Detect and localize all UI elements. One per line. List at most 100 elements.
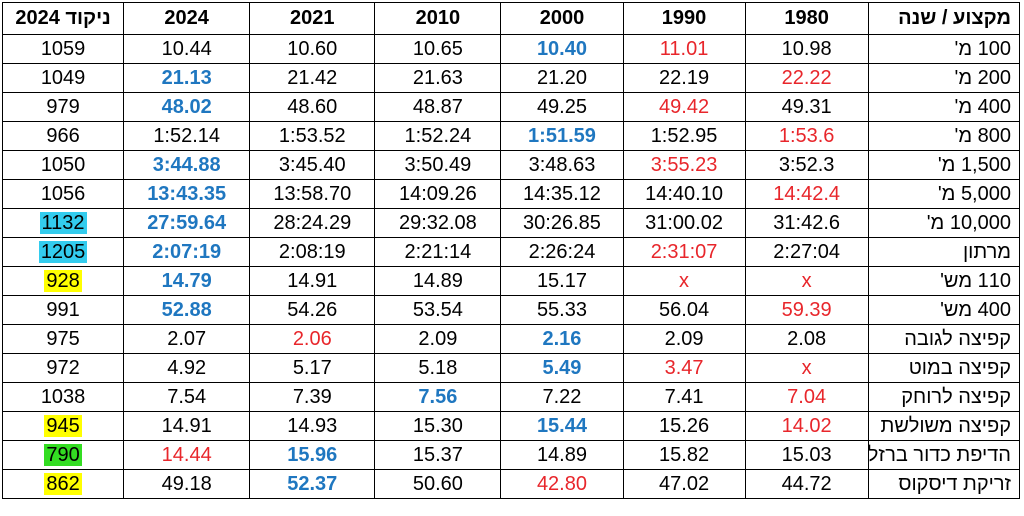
result-cell: 14:40.10 — [622, 179, 746, 209]
result-cell: 14.79 — [123, 266, 251, 296]
result-cell: 48.87 — [374, 92, 502, 122]
result-cell: 11.01 — [622, 34, 746, 64]
result-cell: 2.09 — [374, 324, 502, 354]
header-cell: 1980 — [744, 2, 869, 35]
result-cell: 1:53.6 — [744, 121, 869, 151]
result-cell: 7.39 — [249, 382, 376, 412]
result-cell: 7.54 — [123, 382, 251, 412]
result-cell: 3:55.23 — [622, 150, 746, 180]
result-cell: 55.33 — [500, 295, 624, 325]
score-cell: 928 — [1, 266, 125, 296]
result-cell: 22.22 — [744, 63, 869, 93]
result-cell: 31:42.6 — [744, 208, 869, 238]
result-cell: 5.18 — [374, 353, 502, 383]
result-cell: 30:26.85 — [500, 208, 624, 238]
score-cell: 966 — [1, 121, 125, 151]
result-cell: 2.06 — [249, 324, 376, 354]
score-cell: 1049 — [1, 63, 125, 93]
score-cell: 1056 — [1, 179, 125, 209]
result-cell: 1:52.24 — [374, 121, 502, 151]
score-value: 790 — [44, 443, 82, 466]
result-cell: 2.08 — [744, 324, 869, 354]
result-cell: 10.40 — [500, 34, 624, 64]
result-cell: 7.56 — [374, 382, 502, 412]
result-cell: 49.31 — [744, 92, 869, 122]
result-cell: x — [744, 353, 869, 383]
result-cell: 15.96 — [249, 440, 376, 470]
result-cell: 10.60 — [249, 34, 376, 64]
event-cell: 100 מ' — [867, 34, 1021, 64]
result-cell: 10.98 — [744, 34, 869, 64]
event-cell: קפיצה לרוחק — [867, 382, 1021, 412]
result-cell: 21.20 — [500, 63, 624, 93]
table-row: קפיצה במוט x 3.47 5.49 5.18 5.17 4.92 972 — [1, 353, 1021, 383]
header-cell: מקצוע / שנה — [867, 2, 1021, 35]
score-value: 1049 — [40, 66, 86, 89]
score-value: 975 — [46, 327, 80, 350]
header-cell: 1990 — [622, 2, 746, 35]
result-cell: 50.60 — [374, 469, 502, 499]
result-cell: 29:32.08 — [374, 208, 502, 238]
score-value: 972 — [46, 356, 80, 379]
header-cell: ניקוד 2024 — [1, 2, 125, 35]
result-cell: 2:31:07 — [622, 237, 746, 267]
table-body: 100 מ' 10.98 11.01 10.40 10.65 10.60 10.44 1059… — [1, 34, 1021, 499]
score-value: 1132 — [39, 211, 87, 234]
result-cell: 14.93 — [249, 411, 376, 441]
score-cell: 972 — [1, 353, 125, 383]
score-cell: 1050 — [1, 150, 125, 180]
result-cell: 1:51.59 — [500, 121, 624, 151]
event-cell: 5,000 מ' — [867, 179, 1021, 209]
event-cell: זריקת דיסקוס — [867, 469, 1021, 499]
result-cell: 3:44.88 — [123, 150, 251, 180]
table-row: קפיצה לרוחק 7.04 7.41 7.22 7.56 7.39 7.54 1038 — [1, 382, 1021, 412]
result-cell: 3.47 — [622, 353, 746, 383]
result-cell: 44.72 — [744, 469, 869, 499]
result-cell: 53.54 — [374, 295, 502, 325]
event-cell: 800 מ' — [867, 121, 1021, 151]
result-cell: 22.19 — [622, 63, 746, 93]
header-cell: 2021 — [249, 2, 376, 35]
result-cell: 15.03 — [744, 440, 869, 470]
result-cell: 14:42.4 — [744, 179, 869, 209]
result-cell: 49.18 — [123, 469, 251, 499]
result-cell: 10.44 — [123, 34, 251, 64]
result-cell: 21.13 — [123, 63, 251, 93]
score-cell: 1205 — [1, 237, 125, 267]
event-cell: 400 מש' — [867, 295, 1021, 325]
result-cell: 15.30 — [374, 411, 502, 441]
result-cell: 3:52.3 — [744, 150, 869, 180]
result-cell: 27:59.64 — [123, 208, 251, 238]
event-cell: 110 מש' — [867, 266, 1021, 296]
result-cell: 15.82 — [622, 440, 746, 470]
result-cell: 14.89 — [374, 266, 502, 296]
table-row: מרתון 2:27:04 2:31:07 2:26:24 2:21:14 2:08:19… — [1, 237, 1021, 267]
score-value: 979 — [46, 95, 80, 118]
result-cell: 2:08:19 — [249, 237, 376, 267]
table-row: 1,500 מ' 3:52.3 3:55.23 3:48.63 3:50.49 3:45.… — [1, 150, 1021, 180]
score-cell: 979 — [1, 92, 125, 122]
table-row: 10,000 מ' 31:42.6 31:00.02 30:26.85 29:32.08… — [1, 208, 1021, 238]
result-cell: 14.44 — [123, 440, 251, 470]
result-cell: 2:27:04 — [744, 237, 869, 267]
result-cell: 5.49 — [500, 353, 624, 383]
score-cell: 862 — [1, 469, 125, 499]
result-cell: 1:53.52 — [249, 121, 376, 151]
result-cell: 2.07 — [123, 324, 251, 354]
result-cell: 5.17 — [249, 353, 376, 383]
result-cell: 7.41 — [622, 382, 746, 412]
table-row: 800 מ' 1:53.6 1:52.95 1:51.59 1:52.24 1:53.52… — [1, 121, 1021, 151]
table-row: קפיצה לגובה 2.08 2.09 2.16 2.09 2.06 2.07 975 — [1, 324, 1021, 354]
result-cell: 42.80 — [500, 469, 624, 499]
table-row: 5,000 מ' 14:42.4 14:40.10 14:35.12 14:09.26 1… — [1, 179, 1021, 209]
result-cell: x — [622, 266, 746, 296]
event-cell: 10,000 מ' — [867, 208, 1021, 238]
score-value: 966 — [46, 124, 80, 147]
result-cell: 3:45.40 — [249, 150, 376, 180]
result-cell: 14:35.12 — [500, 179, 624, 209]
event-cell: קפיצה משולשת — [867, 411, 1021, 441]
score-value: 862 — [44, 472, 82, 495]
table-row: 200 מ' 22.22 22.19 21.20 21.63 21.42 21.13 1049 — [1, 63, 1021, 93]
score-value: 1056 — [40, 182, 86, 205]
